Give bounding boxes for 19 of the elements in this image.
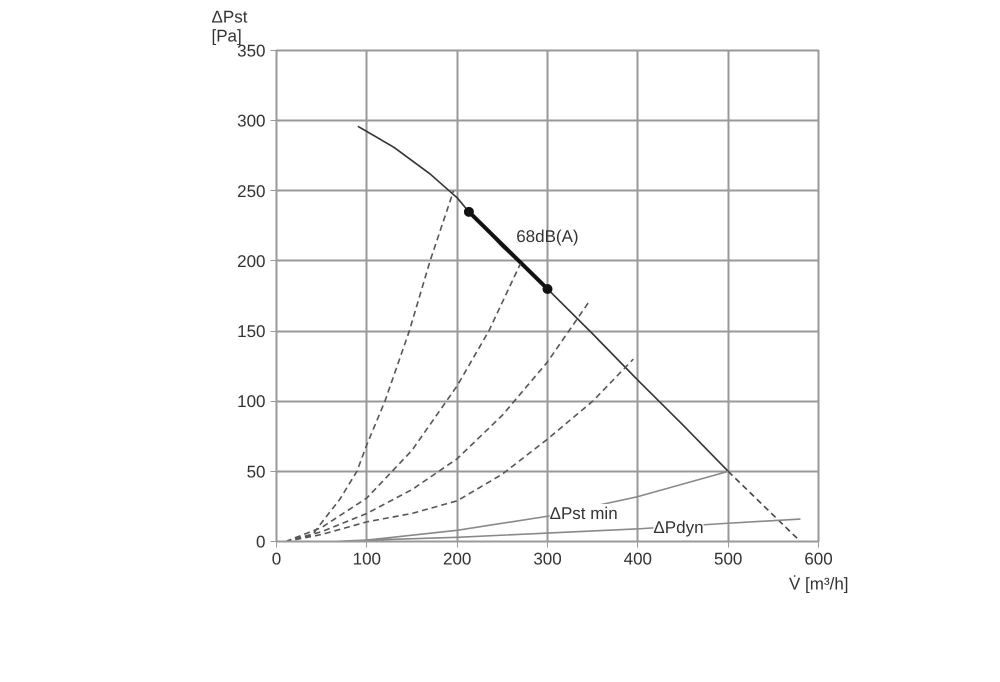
x-tick-label: 200 <box>442 550 472 568</box>
y-tick-label: 250 <box>237 182 266 201</box>
y-tick-label: 300 <box>237 112 266 131</box>
annotation: ΔPdyn <box>653 518 704 537</box>
y-tick-label: 150 <box>237 322 266 342</box>
annotation: ΔPst min <box>550 504 618 523</box>
x-tick-label: 0 <box>272 550 282 568</box>
annotation: 68dB(A) <box>516 226 579 246</box>
y-axis-title: ΔPst [Pa] <box>212 8 248 46</box>
y-tick-label: 50 <box>246 462 266 482</box>
x-tick-label: 300 <box>533 550 562 568</box>
y-tick-label: 0 <box>256 532 266 552</box>
y-tick-label: 100 <box>237 392 266 412</box>
x-tick-label: 400 <box>624 550 652 568</box>
x-tick-label: 100 <box>352 550 382 568</box>
x-axis-title: V̇ [m³/h] <box>788 574 849 594</box>
x-tick-label: 600 <box>804 550 833 568</box>
y-tick-label: 200 <box>237 252 266 271</box>
x-tick-label: 500 <box>714 550 742 568</box>
